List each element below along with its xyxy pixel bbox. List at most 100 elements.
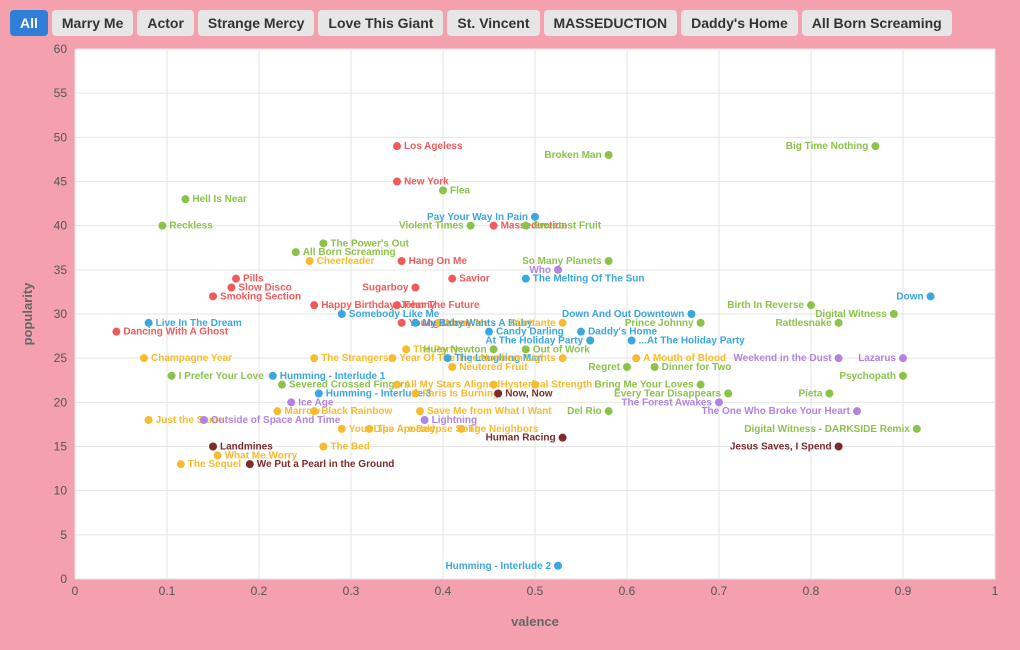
point[interactable] [232, 275, 240, 283]
point[interactable] [605, 151, 613, 159]
point[interactable] [554, 266, 562, 274]
point[interactable] [927, 292, 935, 300]
point[interactable] [278, 381, 286, 389]
point[interactable] [490, 381, 498, 389]
point[interactable] [416, 407, 424, 415]
point[interactable] [338, 425, 346, 433]
point[interactable] [273, 407, 281, 415]
point[interactable] [444, 354, 452, 362]
point[interactable] [628, 337, 636, 345]
point[interactable] [287, 398, 295, 406]
point[interactable] [292, 248, 300, 256]
point[interactable] [467, 222, 475, 230]
point[interactable] [554, 562, 562, 570]
tab-all-born-screaming[interactable]: All Born Screaming [802, 10, 952, 36]
point[interactable] [522, 222, 530, 230]
point[interactable] [485, 328, 493, 336]
point[interactable] [559, 434, 567, 442]
point[interactable] [338, 310, 346, 318]
point[interactable] [140, 354, 148, 362]
point[interactable] [439, 186, 447, 194]
point[interactable] [697, 319, 705, 327]
point[interactable] [200, 416, 208, 424]
point[interactable] [577, 328, 585, 336]
point[interactable] [319, 443, 327, 451]
point[interactable] [398, 257, 406, 265]
svg-text:0.9: 0.9 [895, 584, 912, 598]
point[interactable] [145, 319, 153, 327]
point[interactable] [605, 407, 613, 415]
tab-masseduction[interactable]: MASSEDUCTION [544, 10, 678, 36]
point[interactable] [177, 460, 185, 468]
point[interactable] [411, 390, 419, 398]
point[interactable] [145, 416, 153, 424]
point[interactable] [411, 284, 419, 292]
point[interactable] [724, 390, 732, 398]
point[interactable] [393, 381, 401, 389]
point[interactable] [853, 407, 861, 415]
point[interactable] [158, 222, 166, 230]
point[interactable] [623, 363, 631, 371]
point[interactable] [559, 319, 567, 327]
point[interactable] [310, 407, 318, 415]
point[interactable] [214, 451, 222, 459]
point[interactable] [490, 345, 498, 353]
point[interactable] [365, 425, 373, 433]
point[interactable] [398, 319, 406, 327]
point[interactable] [310, 301, 318, 309]
point[interactable] [715, 398, 723, 406]
point[interactable] [890, 310, 898, 318]
point[interactable] [181, 195, 189, 203]
tab-daddy-s-home[interactable]: Daddy's Home [681, 10, 798, 36]
tab-strange-mercy[interactable]: Strange Mercy [198, 10, 314, 36]
point[interactable] [209, 443, 217, 451]
point[interactable] [448, 275, 456, 283]
point[interactable] [319, 239, 327, 247]
point[interactable] [393, 301, 401, 309]
point[interactable] [269, 372, 277, 380]
point[interactable] [393, 178, 401, 186]
point[interactable] [227, 284, 235, 292]
point[interactable] [306, 257, 314, 265]
point[interactable] [586, 337, 594, 345]
point[interactable] [421, 416, 429, 424]
point[interactable] [531, 381, 539, 389]
point[interactable] [393, 142, 401, 150]
point[interactable] [697, 381, 705, 389]
point[interactable] [559, 354, 567, 362]
point[interactable] [490, 222, 498, 230]
tab-marry-me[interactable]: Marry Me [52, 10, 133, 36]
point[interactable] [632, 354, 640, 362]
point[interactable] [651, 363, 659, 371]
point[interactable] [825, 390, 833, 398]
point[interactable] [605, 257, 613, 265]
tab-actor[interactable]: Actor [137, 10, 194, 36]
point[interactable] [807, 301, 815, 309]
point[interactable] [310, 354, 318, 362]
point[interactable] [457, 425, 465, 433]
point[interactable] [871, 142, 879, 150]
point[interactable] [899, 372, 907, 380]
point[interactable] [112, 328, 120, 336]
point[interactable] [494, 390, 502, 398]
point[interactable] [246, 460, 254, 468]
point[interactable] [411, 319, 419, 327]
point[interactable] [899, 354, 907, 362]
point[interactable] [209, 292, 217, 300]
point[interactable] [835, 354, 843, 362]
point[interactable] [913, 425, 921, 433]
point[interactable] [835, 443, 843, 451]
tab-all[interactable]: All [10, 10, 48, 36]
point[interactable] [402, 345, 410, 353]
point[interactable] [687, 310, 695, 318]
point[interactable] [315, 390, 323, 398]
point[interactable] [531, 213, 539, 221]
point[interactable] [835, 319, 843, 327]
point[interactable] [168, 372, 176, 380]
point[interactable] [522, 345, 530, 353]
point[interactable] [522, 275, 530, 283]
point[interactable] [388, 354, 396, 362]
tab-love-this-giant[interactable]: Love This Giant [318, 10, 443, 36]
tab-st-vincent[interactable]: St. Vincent [447, 10, 539, 36]
point[interactable] [448, 363, 456, 371]
